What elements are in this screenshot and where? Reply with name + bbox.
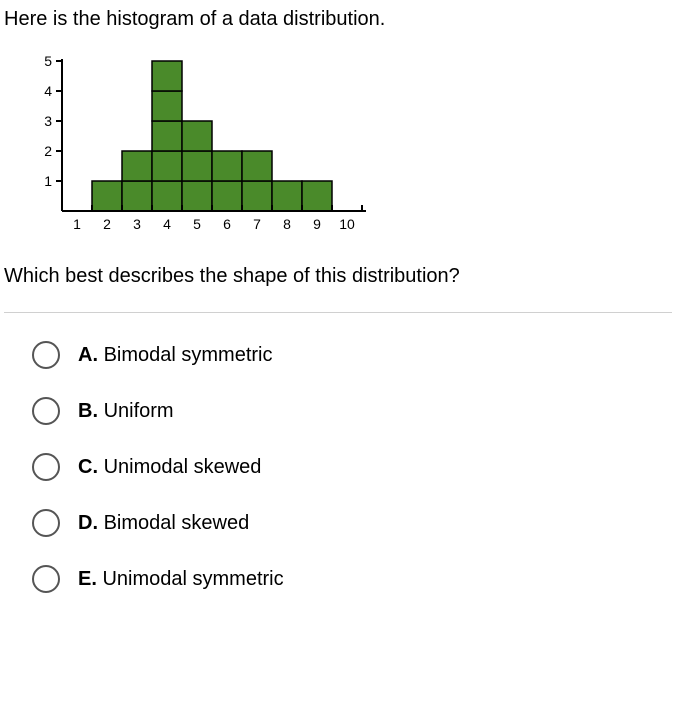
svg-text:3: 3	[44, 113, 52, 129]
option-text: Uniform	[104, 400, 174, 422]
question-text: Which best describes the shape of this d…	[4, 265, 672, 288]
option-letter: C.	[78, 456, 98, 478]
svg-text:6: 6	[223, 216, 231, 232]
option-label: D. Bimodal skewed	[78, 512, 249, 535]
svg-text:9: 9	[313, 216, 321, 232]
option-text: Unimodal symmetric	[102, 568, 283, 590]
options-list: A. Bimodal symmetric B. Uniform C. Unimo…	[32, 341, 672, 593]
option-letter: B.	[78, 400, 98, 422]
divider	[4, 312, 672, 313]
radio-icon	[32, 341, 60, 369]
option-d[interactable]: D. Bimodal skewed	[32, 509, 672, 537]
option-letter: D.	[78, 512, 98, 534]
radio-icon	[32, 565, 60, 593]
option-text: Bimodal symmetric	[104, 344, 273, 366]
svg-text:5: 5	[193, 216, 201, 232]
prompt-text: Here is the histogram of a data distribu…	[4, 8, 672, 31]
svg-text:1: 1	[73, 216, 81, 232]
svg-text:3: 3	[133, 216, 141, 232]
option-label: C. Unimodal skewed	[78, 456, 261, 479]
svg-text:2: 2	[103, 216, 111, 232]
option-letter: E.	[78, 568, 97, 590]
option-e[interactable]: E. Unimodal symmetric	[32, 565, 672, 593]
option-b[interactable]: B. Uniform	[32, 397, 672, 425]
option-label: E. Unimodal symmetric	[78, 568, 284, 591]
option-label: A. Bimodal symmetric	[78, 344, 272, 367]
radio-icon	[32, 509, 60, 537]
histogram-chart: 1 2 3 4 5 1 2 3 4 5 6 7 8 9 10	[32, 51, 672, 237]
option-text: Unimodal skewed	[104, 456, 262, 478]
option-letter: A.	[78, 344, 98, 366]
svg-text:5: 5	[44, 53, 52, 69]
svg-text:10: 10	[339, 216, 355, 232]
option-c[interactable]: C. Unimodal skewed	[32, 453, 672, 481]
option-text: Bimodal skewed	[104, 512, 250, 534]
radio-icon	[32, 453, 60, 481]
option-a[interactable]: A. Bimodal symmetric	[32, 341, 672, 369]
svg-text:4: 4	[44, 83, 52, 99]
option-label: B. Uniform	[78, 400, 174, 423]
radio-icon	[32, 397, 60, 425]
svg-text:2: 2	[44, 143, 52, 159]
svg-text:4: 4	[163, 216, 171, 232]
svg-text:8: 8	[283, 216, 291, 232]
svg-text:7: 7	[253, 216, 261, 232]
svg-text:1: 1	[44, 173, 52, 189]
